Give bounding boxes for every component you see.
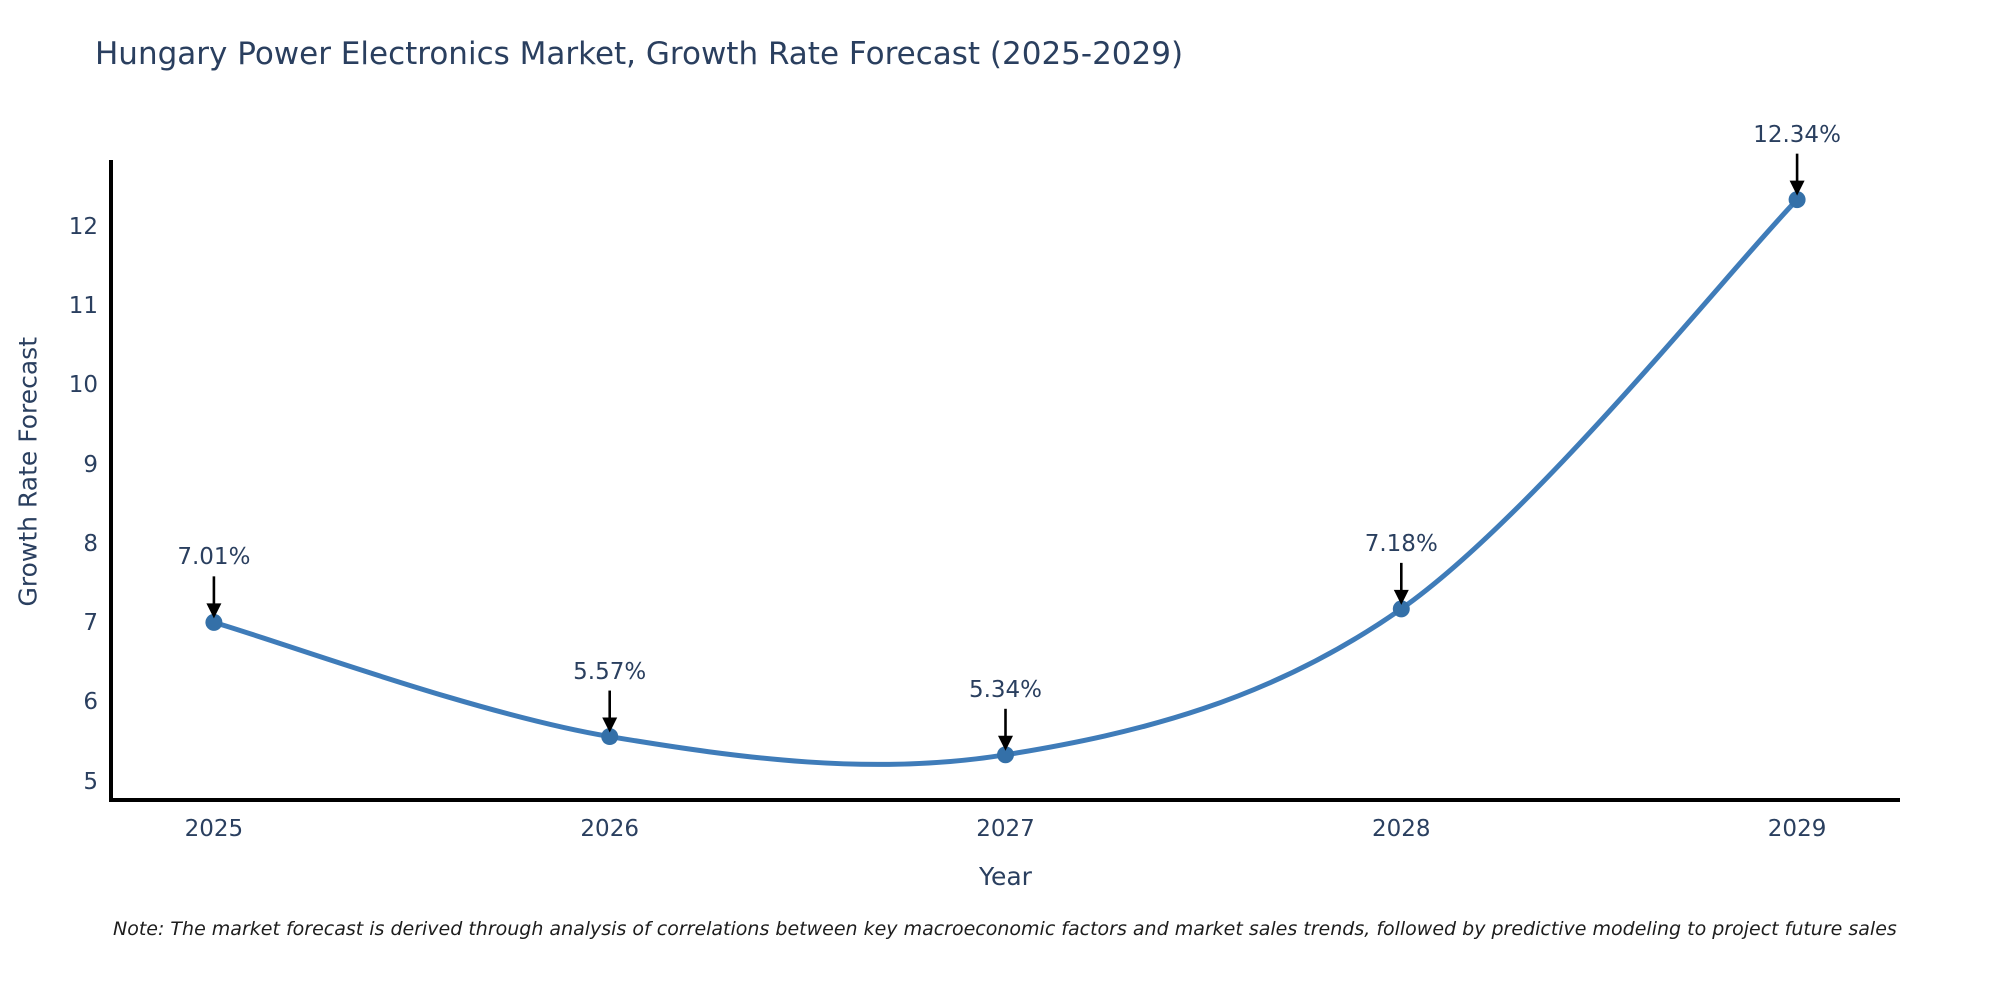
footnote: Note: The market forecast is derived thr… — [113, 918, 1897, 940]
x-axis-title: Year — [979, 862, 1032, 891]
y-tick-label: 9 — [83, 451, 98, 478]
y-tick-label: 12 — [68, 213, 98, 240]
annotation-arrow-head — [602, 717, 618, 733]
y-tick-label: 11 — [68, 292, 98, 319]
annotation-arrow-head — [1393, 589, 1409, 605]
data-point-marker — [1788, 191, 1806, 209]
annotation-arrow-head — [1789, 180, 1805, 196]
point-annotation-label: 7.18% — [1364, 530, 1438, 557]
y-tick-label: 7 — [83, 610, 98, 637]
point-annotation-label: 5.34% — [968, 676, 1043, 703]
point-annotation-label: 12.34% — [1753, 121, 1841, 148]
data-point-marker — [601, 728, 619, 746]
annotation-arrow-head — [206, 603, 222, 619]
point-annotation-label: 7.01% — [177, 544, 251, 571]
x-tick-label: 2026 — [580, 816, 639, 842]
y-tick-label: 5 — [83, 768, 98, 795]
y-tick-label: 6 — [83, 689, 98, 716]
data-point-marker — [205, 613, 223, 631]
y-tick-label: 10 — [68, 372, 98, 399]
x-tick-label: 2025 — [184, 816, 244, 842]
series-line — [211, 197, 1800, 767]
data-point-marker — [997, 746, 1014, 764]
y-tick-label: 8 — [83, 530, 98, 557]
point-annotation-label: 5.57% — [573, 658, 647, 685]
x-tick-label: 2029 — [1767, 816, 1827, 842]
x-tick-label: 2028 — [1372, 816, 1431, 842]
chart-title: Hungary Power Electronics Market, Growth… — [95, 36, 1184, 72]
data-point-marker — [1392, 600, 1410, 618]
x-tick-label: 2027 — [976, 816, 1035, 842]
annotation-arrow-head — [998, 735, 1013, 751]
